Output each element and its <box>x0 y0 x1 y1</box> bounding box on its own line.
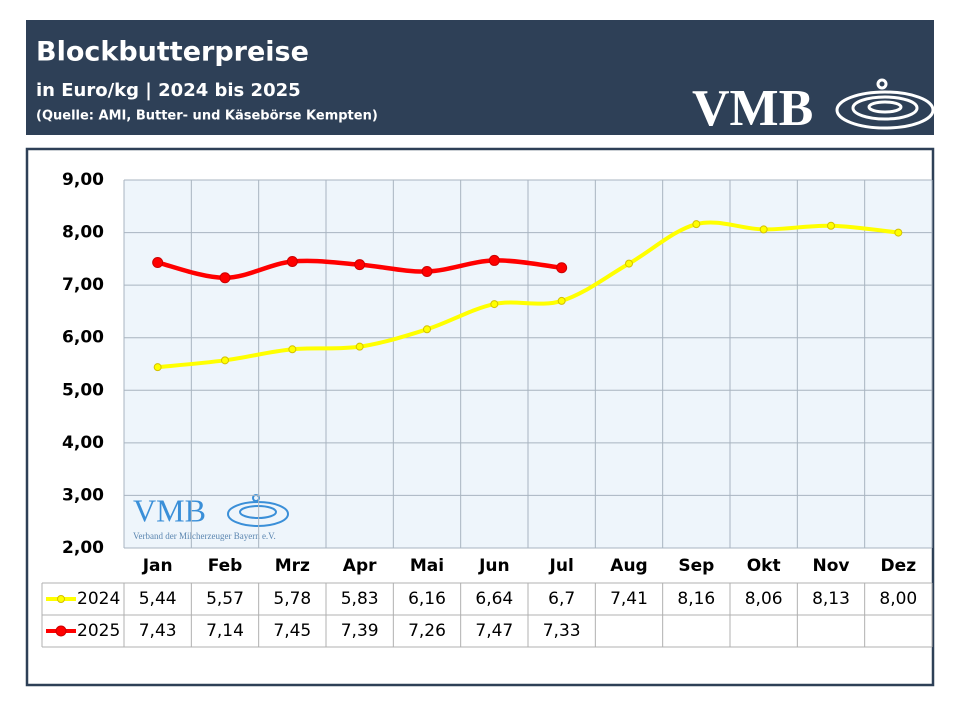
x-tick-label: Mai <box>410 556 444 576</box>
marker <box>221 356 229 365</box>
table-value: 5,83 <box>341 589 379 609</box>
x-tick-label: Mrz <box>275 556 310 576</box>
table-value: 7,47 <box>475 621 513 641</box>
chart-subtitle: in Euro/kg | 2024 bis 2025 <box>36 80 301 101</box>
table-value: 7,39 <box>341 621 379 641</box>
marker <box>153 363 162 372</box>
x-tick-label: Dez <box>881 556 917 576</box>
table-value: 8,13 <box>812 589 850 609</box>
table-value: 8,06 <box>745 589 783 609</box>
table-value: 5,57 <box>206 589 244 609</box>
table-value: 6,16 <box>408 589 446 609</box>
x-tick-label: Sep <box>678 556 714 576</box>
table-value: 7,33 <box>543 621 581 641</box>
marker <box>894 228 903 237</box>
table-value: 7,43 <box>139 621 177 641</box>
y-tick-label: 2,00 <box>62 538 104 558</box>
header-band <box>26 20 934 135</box>
table-value: 5,78 <box>273 589 311 609</box>
x-tick-label: Aug <box>610 556 647 576</box>
table-value: 7,41 <box>610 589 648 609</box>
watermark: VMB <box>133 492 206 528</box>
x-tick-label: Okt <box>747 556 781 576</box>
table-value: 7,45 <box>273 621 311 641</box>
table-value: 6,7 <box>548 589 575 609</box>
table-value: 7,26 <box>408 621 446 641</box>
x-tick-label: Nov <box>813 556 850 576</box>
table-value: 8,00 <box>879 589 917 609</box>
x-tick-label: Jan <box>142 556 173 576</box>
marker <box>827 221 835 230</box>
table-value: 5,44 <box>139 589 177 609</box>
marker <box>286 255 298 267</box>
x-tick-label: Jul <box>549 556 574 576</box>
marker <box>354 259 366 271</box>
y-tick-label: 3,00 <box>62 485 104 505</box>
series-line <box>157 220 899 370</box>
source: (Quelle: AMI, Butter- und Käsebörse Kemp… <box>36 109 378 124</box>
marker <box>288 345 297 354</box>
legend-marker <box>57 595 65 603</box>
table-value: 6,64 <box>475 589 513 609</box>
marker <box>759 225 768 234</box>
logo-swirl <box>835 78 935 130</box>
x-tick-label: Feb <box>208 556 243 576</box>
y-tick-label: 4,00 <box>62 433 104 453</box>
marker <box>490 300 499 309</box>
table-value: 8,16 <box>677 589 715 609</box>
y-tick-label: 9,00 <box>62 170 104 190</box>
marker <box>219 272 231 284</box>
logo: VMB <box>692 80 813 137</box>
marker <box>488 254 500 266</box>
x-tick-label: Jun <box>478 556 510 576</box>
legend-label: 2025 <box>77 621 120 641</box>
marker <box>625 259 633 268</box>
marker <box>692 220 701 229</box>
y-tick-label: 7,00 <box>62 275 104 295</box>
table-value: 7,14 <box>206 621 244 641</box>
watermark-caption: Verband der Milcherzeuger Bayern e.V. <box>133 531 276 541</box>
marker <box>355 342 364 351</box>
marker <box>557 296 566 305</box>
marker <box>421 265 433 277</box>
marker <box>152 257 164 269</box>
chart-title: Blockbutterpreise <box>36 37 309 68</box>
legend-label: 2024 <box>77 589 120 609</box>
legend-marker <box>55 625 67 637</box>
x-tick-label: Apr <box>343 556 377 576</box>
y-tick-label: 5,00 <box>62 380 104 400</box>
y-tick-label: 8,00 <box>62 223 104 243</box>
y-tick-label: 6,00 <box>62 328 104 348</box>
marker <box>556 262 568 274</box>
marker <box>423 325 431 334</box>
